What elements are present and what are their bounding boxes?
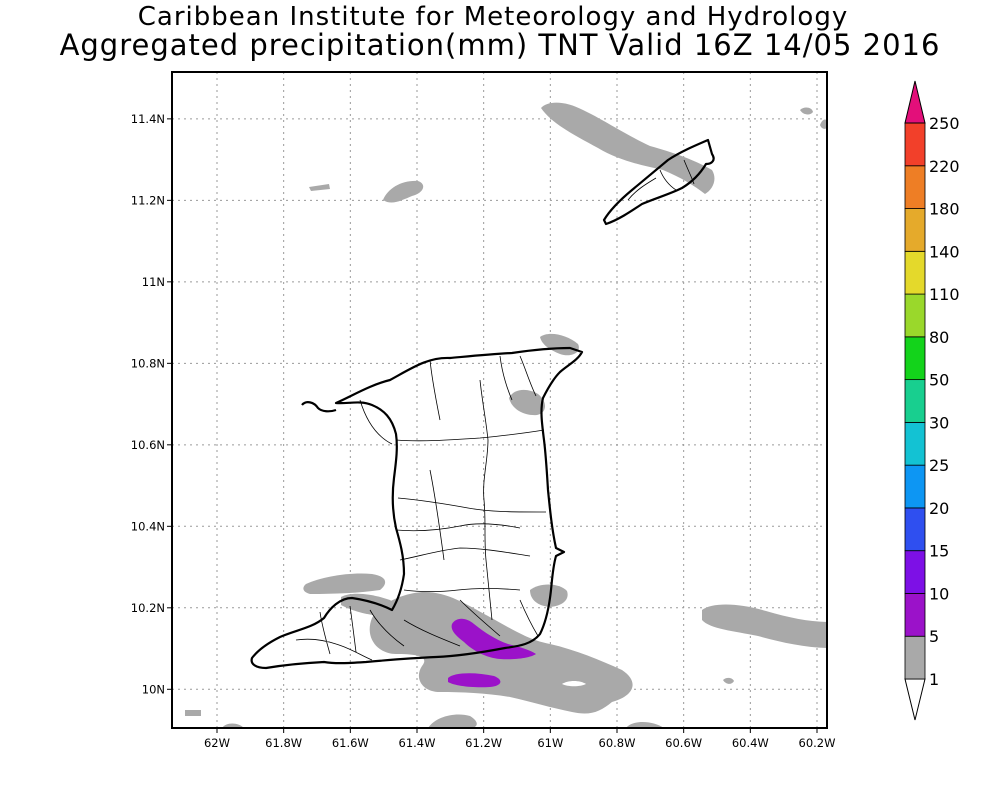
longitude-tick-label: 60.4W xyxy=(732,736,769,750)
latitude-tick-label: 10.4N xyxy=(131,519,165,533)
rain-area-small-east xyxy=(723,677,734,684)
gridlines xyxy=(172,72,827,728)
colorbar-band xyxy=(904,250,926,295)
rain-area-northeast-tip xyxy=(540,333,579,356)
map-frame xyxy=(171,71,828,729)
latitude-tick-label: 10.6N xyxy=(131,438,165,452)
latitude-tick-label: 10N xyxy=(142,682,165,696)
tobago-coastline xyxy=(602,138,715,226)
rain-area-north-sea xyxy=(383,180,424,203)
colorbar-band xyxy=(904,635,926,680)
rain-area-south-right xyxy=(626,722,664,728)
admin-boundaries xyxy=(295,159,695,661)
colorbar-band xyxy=(904,293,926,338)
colorbar-label: 25 xyxy=(929,456,949,475)
colorbar-band xyxy=(904,507,926,552)
colorbar-label: 250 xyxy=(929,114,960,133)
latitude-tick-label: 11.2N xyxy=(131,193,165,207)
rain-area-tobago xyxy=(541,102,715,194)
colorbar-band xyxy=(904,421,926,466)
rain-area-southeast xyxy=(530,584,568,607)
rain-area-west-gulf xyxy=(303,573,386,594)
latitude-tick-label: 11.4N xyxy=(131,112,165,126)
rain-gap-south-sea xyxy=(562,681,586,687)
latitude-tick-label: 10.8N xyxy=(131,356,165,370)
colorbar-band xyxy=(904,336,926,381)
colorbar-band xyxy=(904,464,926,509)
colorbar-band xyxy=(904,122,926,167)
rain-area-northeast-inland xyxy=(509,389,546,416)
colorbar-band xyxy=(904,593,926,637)
colorbar-label: 180 xyxy=(929,200,960,219)
latitude-tick-label: 10.2N xyxy=(131,601,165,615)
rain-area-5mm-south xyxy=(451,618,536,660)
latitude-tick-labels: 10N 10.2N 10.4N 10.6N 10.8N 11N 11.2N 11.4N xyxy=(131,112,172,696)
colorbar-label: 140 xyxy=(929,242,960,261)
colorbar-label: 220 xyxy=(929,157,960,176)
colorbar-label: 5 xyxy=(929,627,939,646)
chart-subtitle: Aggregated precipitation(mm) TNT Valid 1… xyxy=(59,28,941,62)
colorbar-band xyxy=(904,550,926,594)
longitude-tick-label: 62W xyxy=(204,736,230,750)
colorbar-label: 10 xyxy=(929,584,949,603)
longitude-tick-labels: 62W 61.8W 61.6W 61.4W 61.2W 61W 60.8W 60.6W 60.4… xyxy=(204,728,836,750)
chart-title: Caribbean Institute for Meteorology and … xyxy=(137,2,849,32)
trinidad-coastline xyxy=(250,346,584,670)
latitude-tick-label: 11N xyxy=(142,275,165,289)
rain-area-5mm-south-sea xyxy=(448,673,501,688)
colorbar-band xyxy=(904,165,926,209)
colorbar-label: 80 xyxy=(929,328,949,347)
longitude-tick-label: 60.8W xyxy=(599,736,636,750)
longitude-tick-label: 61.8W xyxy=(265,736,302,750)
longitude-tick-label: 60.6W xyxy=(665,736,702,750)
colorbar-label: 1 xyxy=(929,670,939,689)
colorbar-band xyxy=(904,208,926,252)
rain-layer xyxy=(185,102,827,728)
rain-area-south-west-sea xyxy=(185,710,201,716)
colorbar-label: 20 xyxy=(929,499,949,518)
rain-area-south-bottom xyxy=(222,723,244,728)
longitude-tick-label: 61W xyxy=(537,736,563,750)
land-outlines xyxy=(250,138,715,670)
rain-area-far-east xyxy=(820,119,827,129)
colorbar-over-triangle xyxy=(904,80,926,124)
colorbar-label: 110 xyxy=(929,285,960,304)
rain-area-south-center xyxy=(428,714,477,728)
northwest-peninsula xyxy=(301,401,337,413)
colorbar-band xyxy=(904,379,926,423)
rain-area-tobago-east xyxy=(800,107,813,115)
longitude-tick-label: 61.4W xyxy=(399,736,436,750)
rain-area-east-offshore xyxy=(702,604,827,648)
longitude-tick-label: 60.2W xyxy=(799,736,836,750)
longitude-tick-label: 61.6W xyxy=(332,736,369,750)
colorbar-under-triangle xyxy=(904,678,926,721)
rain-area-small-nw xyxy=(309,184,330,191)
colorbar-label: 15 xyxy=(929,542,949,561)
colorbar-label: 30 xyxy=(929,413,949,432)
colorbar-label: 50 xyxy=(929,371,949,390)
longitude-tick-label: 61.2W xyxy=(465,736,502,750)
